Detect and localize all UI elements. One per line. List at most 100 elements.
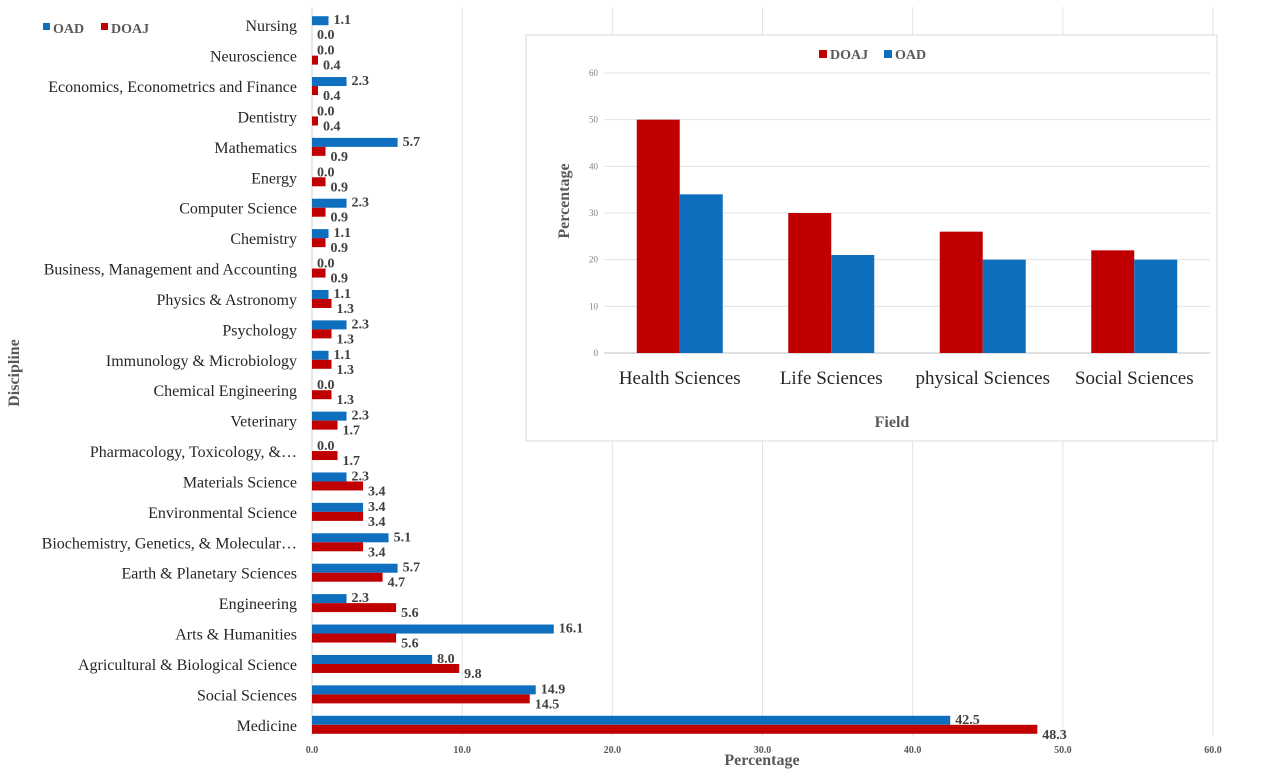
category-label-chemistry: Chemistry	[230, 231, 297, 248]
main-x-tick-labels: 0.0 10.0 20.0 30.0 40.0 50.0 60.0	[306, 745, 1222, 756]
data-label-doaj-nursing: 0.0	[317, 28, 335, 43]
main-x-tick-label: 60.0	[1204, 745, 1222, 756]
category-label-computer-science: Computer Science	[179, 201, 297, 218]
data-label-doaj-energy: 0.9	[331, 180, 349, 195]
data-label-oad-social-sciences: 14.9	[541, 682, 566, 697]
inset-y-tick-labels: 0 10 20 30 40 50 60	[589, 68, 599, 358]
legend-swatch-doaj	[101, 23, 108, 30]
category-label-social-sciences: Social Sciences	[197, 687, 297, 704]
bar-doaj-arts-humanities	[312, 633, 397, 643]
bar-doaj-pharmacology-toxicology	[312, 451, 338, 461]
bar-doaj-environmental-science	[312, 511, 364, 521]
data-label-oad-engineering: 2.3	[352, 591, 370, 606]
inset-legend-label-oad: OAD	[895, 48, 926, 63]
bar-doaj-mathematics	[312, 146, 326, 156]
main-x-tick-label: 50.0	[1054, 745, 1072, 756]
data-label-doaj-social-sciences: 14.5	[535, 697, 560, 712]
main-x-tick-label: 20.0	[604, 745, 622, 756]
category-label-arts-humanities: Arts & Humanities	[175, 627, 297, 644]
bar-doaj-business-management-and-accounting	[312, 268, 326, 278]
inset-x-axis-title: Field	[875, 414, 910, 431]
inset-y-tick-label: 40	[589, 161, 599, 171]
bar-oad-veterinary	[312, 411, 347, 421]
main-data-labels: 1.10.00.00.42.30.40.00.45.70.90.00.92.30…	[317, 13, 1067, 743]
bar-doaj-neuroscience	[312, 55, 319, 65]
inset-bar-oad-physical-sciences	[982, 259, 1026, 353]
category-label-medicine: Medicine	[237, 718, 297, 735]
bar-oad-environmental-science	[312, 502, 364, 512]
category-label-mathematics: Mathematics	[214, 140, 297, 157]
bar-doaj-economics-econometrics-and-finance	[312, 86, 319, 96]
main-x-tick-label: 0.0	[306, 745, 319, 756]
main-bars	[312, 16, 1038, 734]
category-label-materials-science: Materials Science	[183, 474, 297, 491]
inset-bar-oad-health-sciences	[679, 194, 723, 353]
inset-y-tick-label: 30	[589, 208, 599, 218]
inset-y-tick-label: 0	[594, 348, 599, 358]
data-label-doaj-mathematics: 0.9	[331, 150, 349, 165]
inset-bar-doaj-life-sciences	[788, 213, 832, 353]
inset-y-axis-title: Percentage	[556, 163, 573, 238]
bar-doaj-immunology-microbiology	[312, 359, 332, 369]
data-label-oad-earth-planetary-sciences: 5.7	[403, 561, 421, 576]
inset-y-tick-label: 50	[589, 115, 599, 125]
inset-category-label-life-sciences: Life Sciences	[780, 368, 883, 389]
category-label-pharmacology-toxicology: Pharmacology, Toxicology, &…	[90, 444, 297, 461]
category-label-biochemistry-genetics-molecular: Biochemistry, Genetics, & Molecular…	[42, 535, 297, 552]
bar-oad-immunology-microbiology	[312, 350, 329, 360]
data-label-oad-biochemistry-genetics-molecular: 5.1	[394, 530, 412, 545]
data-label-oad-pharmacology-toxicology: 0.0	[317, 439, 335, 454]
data-label-doaj-arts-humanities: 5.6	[401, 637, 419, 652]
data-label-oad-chemical-engineering: 0.0	[317, 378, 335, 393]
bar-oad-chemistry	[312, 229, 329, 239]
inset-category-label-social-sciences: Social Sciences	[1075, 368, 1194, 389]
main-y-axis-title: Discipline	[6, 339, 23, 407]
main-x-tick-label: 40.0	[904, 745, 922, 756]
bar-doaj-agricultural-biological-science	[312, 663, 460, 673]
data-label-oad-energy: 0.0	[317, 165, 335, 180]
data-label-doaj-business-management-and-accounting: 0.9	[331, 272, 349, 287]
data-label-oad-materials-science: 2.3	[352, 469, 370, 484]
data-label-oad-veterinary: 2.3	[352, 409, 370, 424]
data-label-doaj-veterinary: 1.7	[343, 424, 361, 439]
bar-doaj-energy	[312, 177, 326, 187]
bar-doaj-psychology	[312, 329, 332, 339]
data-label-doaj-computer-science: 0.9	[331, 211, 349, 226]
bar-oad-computer-science	[312, 198, 347, 208]
bar-doaj-chemical-engineering	[312, 390, 332, 400]
bar-doaj-biochemistry-genetics-molecular	[312, 542, 364, 552]
data-label-doaj-materials-science: 3.4	[368, 484, 386, 499]
main-x-axis-title: Percentage	[724, 752, 799, 769]
data-label-doaj-earth-planetary-sciences: 4.7	[388, 576, 406, 591]
category-label-economics-econometrics-and-finance: Economics, Econometrics and Finance	[48, 79, 297, 96]
bar-oad-biochemistry-genetics-molecular	[312, 533, 389, 543]
inset-legend-swatch-oad	[884, 50, 892, 58]
inset-y-tick-label: 60	[589, 68, 599, 78]
bar-oad-physics-astronomy	[312, 289, 329, 299]
bar-oad-arts-humanities	[312, 624, 554, 634]
legend-label-oad: OAD	[53, 22, 84, 37]
inset-legend-swatch-doaj	[819, 50, 827, 58]
bar-oad-earth-planetary-sciences	[312, 563, 398, 573]
main-bar-chart: 1.10.00.00.42.30.40.00.45.70.90.00.92.30…	[6, 7, 1222, 769]
category-label-dentistry: Dentistry	[237, 109, 297, 126]
bar-oad-mathematics	[312, 137, 398, 147]
legend-label-doaj: DOAJ	[111, 22, 149, 37]
data-label-oad-physics-astronomy: 1.1	[334, 287, 352, 302]
category-label-nursing: Nursing	[245, 18, 297, 35]
bar-oad-materials-science	[312, 472, 347, 482]
bar-doaj-dentistry	[312, 116, 319, 126]
bar-oad-engineering	[312, 594, 347, 604]
data-label-doaj-agricultural-biological-science: 9.8	[464, 667, 482, 682]
legend-swatch-oad	[43, 23, 50, 30]
bar-doaj-chemistry	[312, 238, 326, 248]
inset-legend: DOAJ OAD	[819, 48, 926, 63]
data-label-doaj-pharmacology-toxicology: 1.7	[343, 454, 361, 469]
inset-legend-label-doaj: DOAJ	[830, 48, 868, 63]
inset-category-label-health-sciences: Health Sciences	[619, 368, 741, 389]
bar-doaj-computer-science	[312, 207, 326, 217]
category-label-veterinary: Veterinary	[230, 414, 297, 431]
data-label-doaj-psychology: 1.3	[337, 332, 355, 347]
category-label-physics-astronomy: Physics & Astronomy	[157, 292, 297, 309]
main-legend: OAD DOAJ	[43, 22, 149, 37]
